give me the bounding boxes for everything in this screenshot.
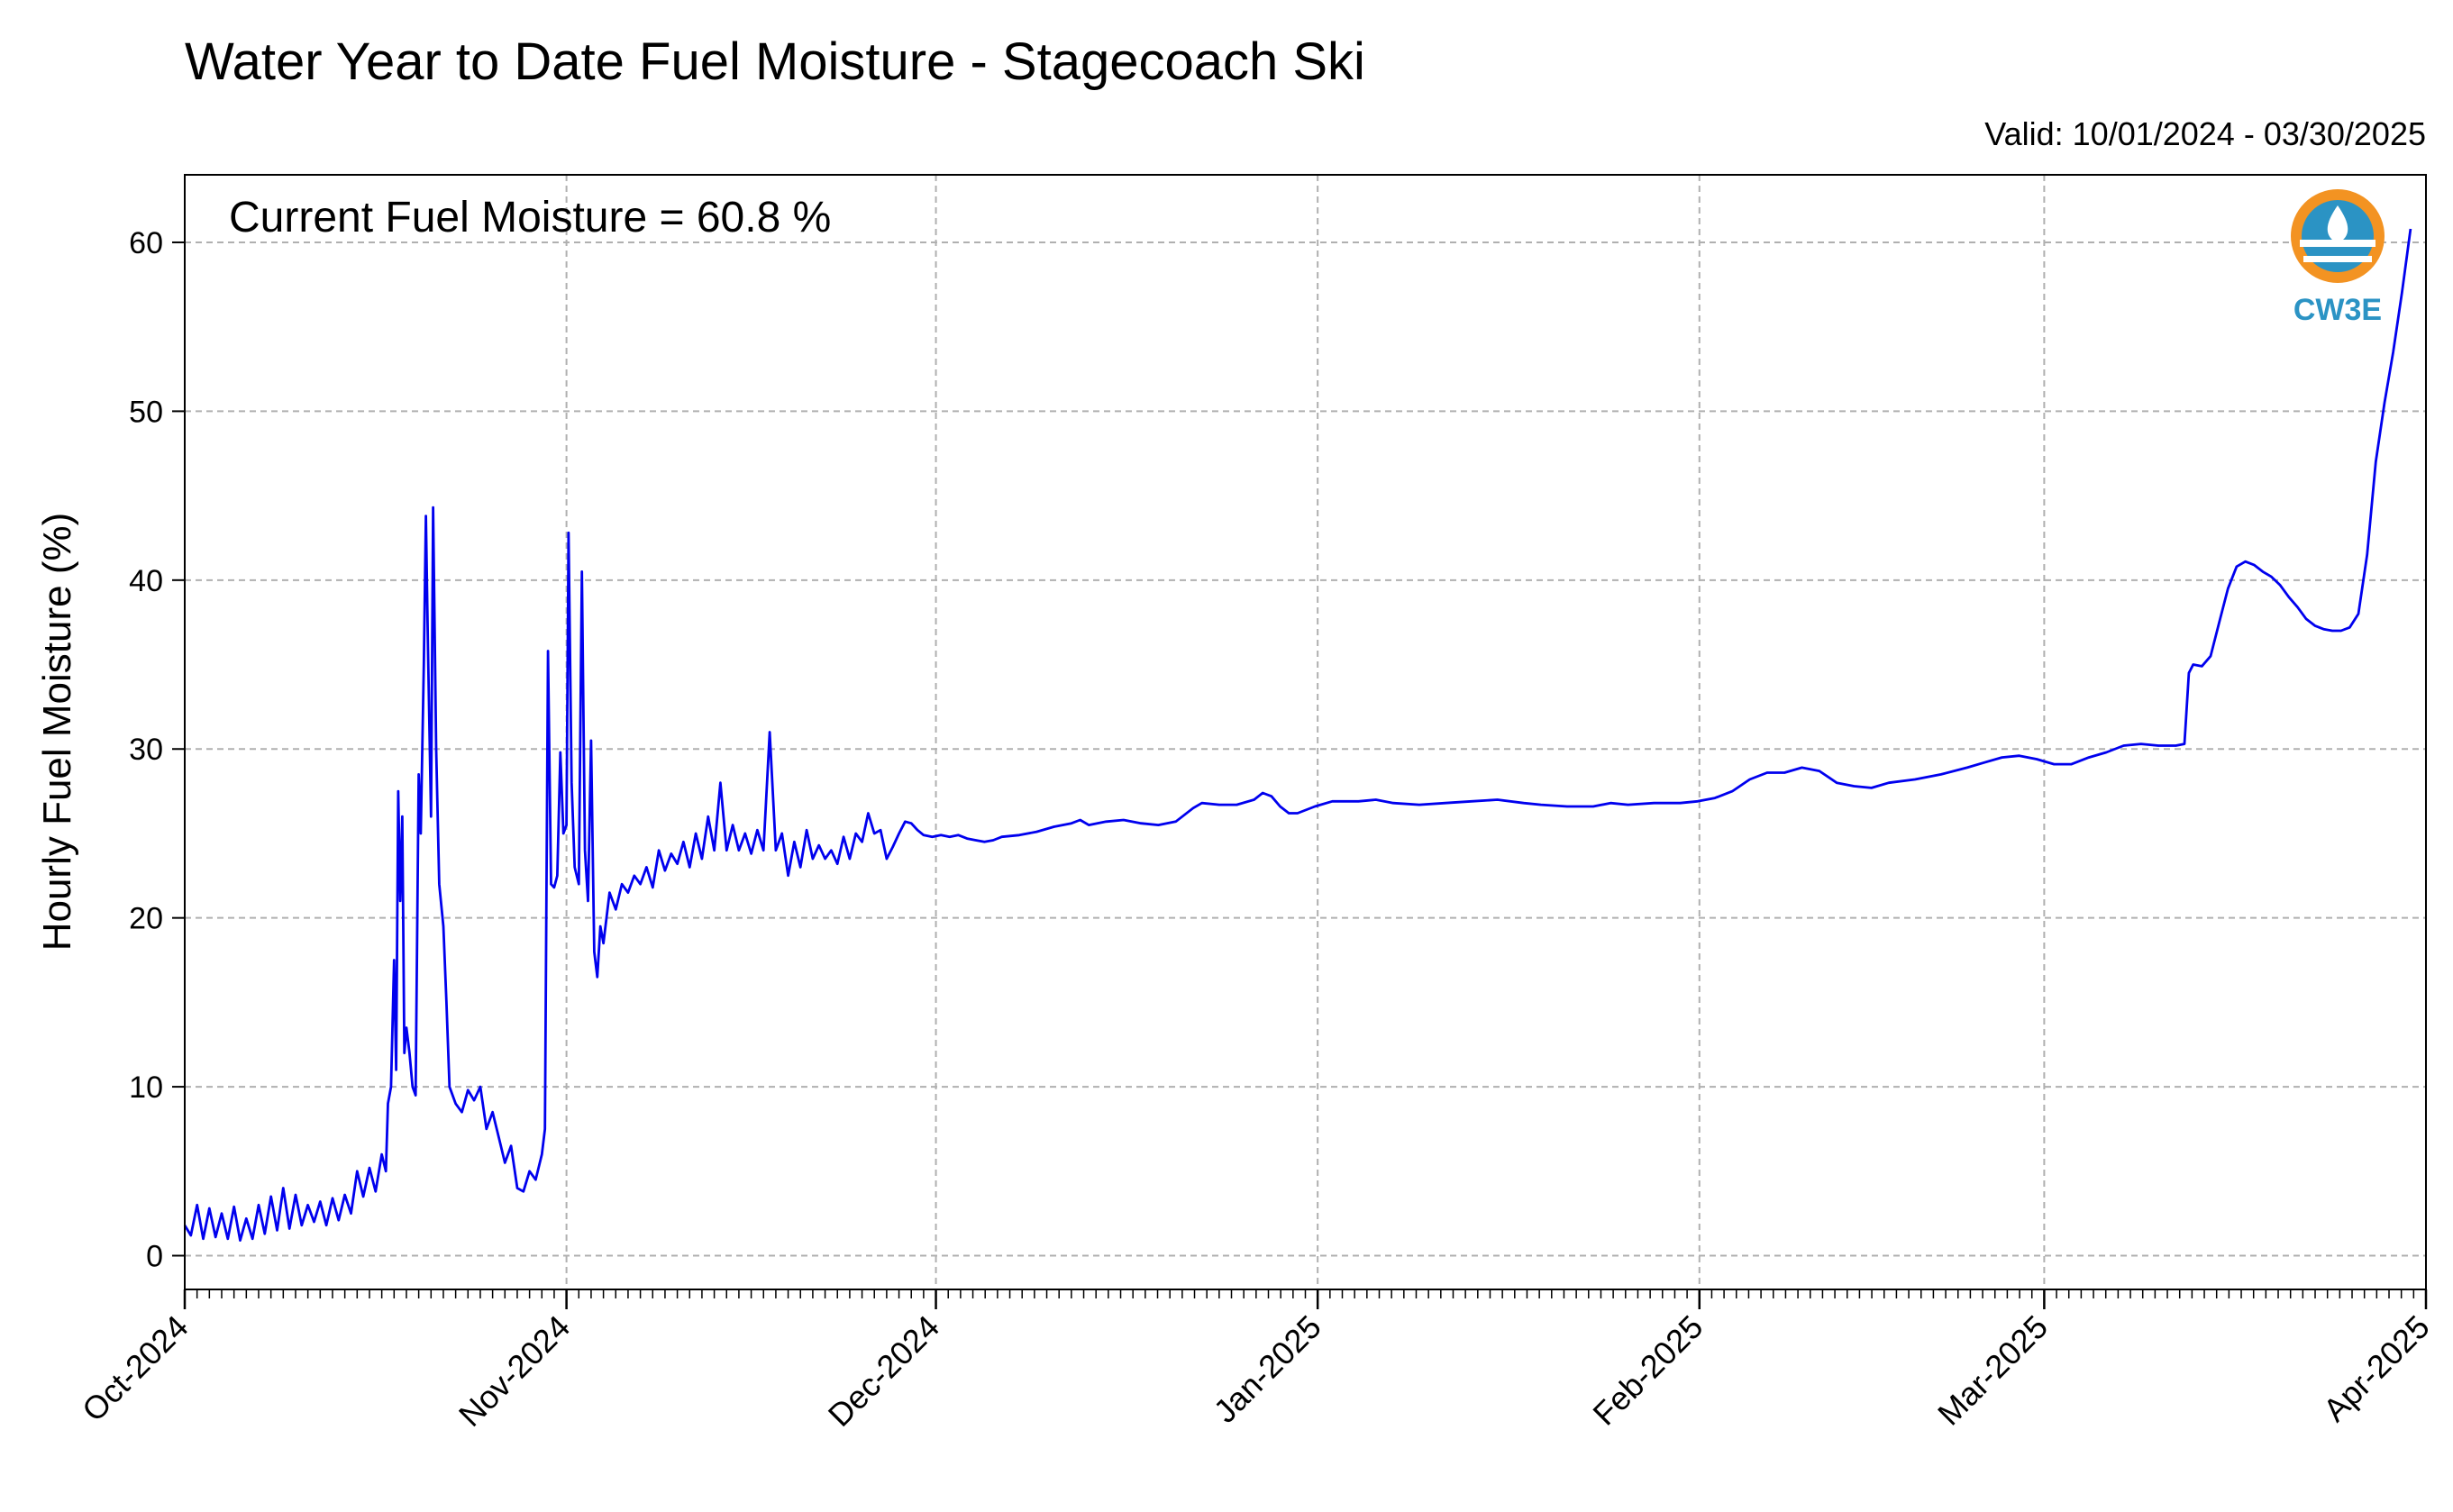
logo-text: CW3E bbox=[2293, 293, 2382, 327]
x-axis-minor-ticks bbox=[184, 1289, 2427, 1298]
logo-wave-2 bbox=[2303, 256, 2372, 262]
y-tick-label: 60 bbox=[129, 226, 163, 260]
logo-drop-icon bbox=[2327, 205, 2348, 243]
y-tick-label: 40 bbox=[129, 564, 163, 598]
y-axis-ticks: 0 10 20 30 40 50 60 bbox=[129, 226, 185, 1274]
plot-frame bbox=[184, 174, 2427, 1290]
chart-title: Water Year to Date Fuel Moisture - Stage… bbox=[185, 32, 1365, 91]
y-axis-label: Hourly Fuel Moisture (%) bbox=[35, 513, 79, 952]
cw3e-logo: CW3E bbox=[2291, 189, 2385, 327]
y-tick-label: 20 bbox=[129, 902, 163, 936]
y-tick-label: 10 bbox=[129, 1070, 163, 1105]
y-tick-label: 0 bbox=[146, 1240, 163, 1274]
fuel-moisture-line bbox=[183, 228, 2412, 1242]
valid-date-range: Valid: 10/01/2024 - 03/30/2025 bbox=[1984, 115, 2426, 152]
y-tick-label: 30 bbox=[129, 733, 163, 767]
y-tick-label: 50 bbox=[129, 395, 163, 429]
current-fuel-moisture-annotation: Current Fuel Moisture = 60.8 % bbox=[229, 194, 831, 241]
